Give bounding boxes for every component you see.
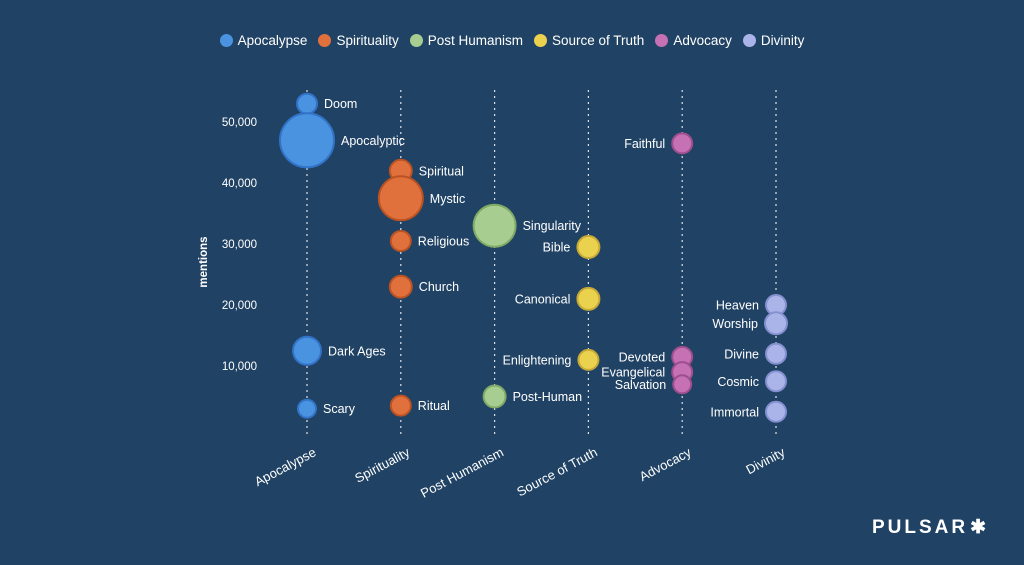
legend-item-spirituality[interactable]: Spirituality: [318, 33, 399, 48]
bubble-label-evangelical: Evangelical: [601, 366, 665, 380]
bubble-label-singularity: Singularity: [523, 219, 582, 233]
bubble-label-cosmic: Cosmic: [717, 375, 759, 389]
bubble-faithful[interactable]: [671, 132, 694, 155]
x-axis-label-source-of-truth: Source of Truth: [514, 444, 600, 499]
chart-legend: Apocalypse Spirituality Post Humanism Sourc…: [0, 33, 1024, 48]
legend-dot-divinity: [742, 34, 756, 47]
legend-label: Spirituality: [336, 33, 399, 48]
bubble-label-enlightening: Enlightening: [503, 353, 572, 367]
x-axis-label-divinity: Divinity: [743, 444, 787, 477]
legend-item-post-humanism[interactable]: Post Humanism: [409, 33, 523, 48]
bubble-canonical[interactable]: [576, 286, 601, 311]
bubble-label-worship: Worship: [712, 317, 758, 331]
bubble-label-mystic: Mystic: [430, 192, 465, 206]
y-tick-label-40-000: 40,000: [222, 178, 257, 190]
legend-dot-source-of-truth: [534, 34, 547, 47]
y-tick-label-30-000: 30,000: [222, 239, 257, 251]
legend-dot-spirituality: [318, 34, 332, 47]
pulsar-star-icon: ✱: [970, 517, 986, 538]
y-tick-label-50-000: 50,000: [222, 117, 257, 129]
legend-label: Source of Truth: [552, 33, 645, 48]
x-axis-label-apocalypse: Apocalypse: [252, 444, 318, 489]
bubble-label-church: Church: [419, 280, 459, 294]
bubble-label-bible: Bible: [543, 241, 571, 255]
bubble-label-ritual: Ritual: [418, 399, 450, 413]
bubble-cosmic[interactable]: [765, 370, 787, 393]
pulsar-logo: PULSAR ✱: [872, 516, 986, 539]
bubble-enlightening[interactable]: [577, 348, 600, 371]
legend-label: Divinity: [760, 33, 805, 48]
bubble-label-devoted: Devoted: [619, 350, 666, 364]
legend-dot-post-humanism: [409, 34, 423, 47]
legend-label: Post Humanism: [427, 33, 523, 48]
bubble-apocalyptic[interactable]: [279, 112, 335, 169]
bubble-singularity[interactable]: [472, 203, 517, 248]
bubble-label-immortal: Immortal: [710, 405, 759, 419]
legend-dot-apocalypse: [219, 34, 233, 47]
bubble-label-faithful: Faithful: [624, 137, 665, 151]
y-axis-label: mentions: [198, 236, 210, 287]
legend-label: Apocalypse: [237, 33, 308, 48]
legend-item-apocalypse[interactable]: Apocalypse: [219, 33, 308, 48]
x-axis-label-post-humanism: Post Humanism: [418, 444, 506, 500]
bubble-label-salvation: Salvation: [615, 378, 666, 392]
bubble-label-heaven: Heaven: [716, 299, 759, 313]
bubble-worship[interactable]: [764, 311, 788, 336]
bubble-immortal[interactable]: [765, 400, 787, 423]
bubble-divine[interactable]: [765, 342, 787, 365]
bubble-post-human[interactable]: [482, 384, 507, 409]
bubble-bible[interactable]: [576, 235, 601, 260]
legend-dot-advocacy: [655, 34, 669, 47]
bubble-label-dark-ages: Dark Ages: [328, 344, 386, 358]
legend-item-source-of-truth[interactable]: Source of Truth: [534, 33, 644, 48]
bubble-label-religious: Religious: [418, 234, 469, 248]
bubble-religious[interactable]: [389, 229, 412, 252]
y-tick-label-10-000: 10,000: [222, 361, 257, 373]
bubble-doom[interactable]: [296, 92, 318, 115]
bubble-label-spiritual: Spiritual: [419, 164, 464, 178]
bubble-label-scary: Scary: [323, 402, 356, 416]
x-axis-label-spirituality: Spirituality: [352, 444, 412, 486]
legend-label: Advocacy: [673, 33, 732, 48]
pulsar-wordmark: PULSAR: [871, 516, 969, 538]
bubble-label-apocalyptic: Apocalyptic: [341, 134, 405, 148]
x-axis-label-advocacy: Advocacy: [637, 444, 694, 484]
bubble-church[interactable]: [388, 274, 413, 299]
bubble-label-post-human: Post-Human: [513, 390, 583, 404]
bubble-ritual[interactable]: [389, 394, 412, 417]
bubble-dark-ages[interactable]: [292, 335, 322, 366]
bubble-label-canonical: Canonical: [515, 292, 571, 306]
bubble-scary[interactable]: [297, 398, 317, 419]
bubble-label-divine: Divine: [724, 347, 759, 361]
bubble-label-doom: Doom: [324, 97, 357, 111]
legend-item-divinity[interactable]: Divinity: [742, 33, 805, 48]
bubble-salvation[interactable]: [672, 374, 693, 395]
legend-item-advocacy[interactable]: Advocacy: [655, 33, 732, 48]
bubble-mystic[interactable]: [377, 175, 424, 222]
y-tick-label-20-000: 20,000: [222, 300, 257, 312]
